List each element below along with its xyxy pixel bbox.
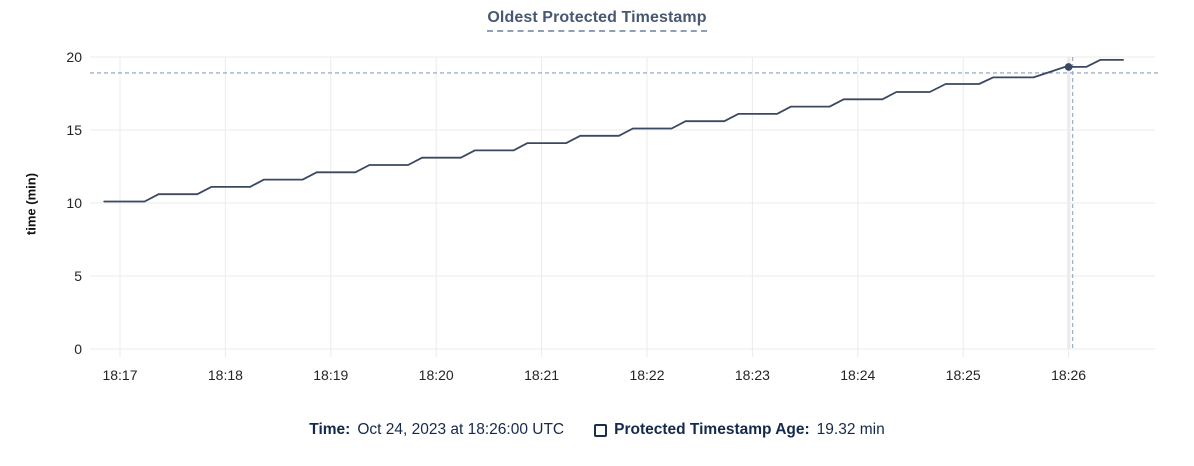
x-tick-label: 18:19	[313, 367, 348, 383]
series-checkbox[interactable]	[594, 423, 608, 437]
y-tick-label: 10	[66, 195, 82, 211]
x-tick-label: 18:20	[419, 367, 454, 383]
series-label: Protected Timestamp Age:	[614, 421, 810, 438]
x-tick-label: 18:25	[946, 367, 981, 383]
x-tick-label: 18:22	[629, 367, 664, 383]
x-tick-label: 18:21	[524, 367, 559, 383]
hover-point-dot	[1064, 63, 1073, 71]
y-tick-label: 5	[74, 268, 82, 284]
x-tick-label: 18:26	[1051, 367, 1086, 383]
x-tick-label: 18:24	[840, 367, 875, 383]
y-axis-title: time (min)	[23, 172, 39, 236]
x-tick-label: 18:17	[102, 367, 137, 383]
y-tick-label: 15	[66, 122, 82, 138]
line-chart-plot-area[interactable]: 0 5 10 15 20 18:17 18:18 18:19 18:20 18:21 18:22 18…	[0, 0, 1194, 404]
protected-timestamp-age-line	[103, 59, 1124, 203]
time-value: Oct 24, 2023 at 18:26:00 UTC	[357, 421, 565, 438]
x-tick-label: 18:18	[208, 367, 243, 383]
hover-guideline-band	[1067, 57, 1071, 349]
chart-title-row: Oldest Protected Timestamp	[0, 9, 1194, 32]
y-tick-label: 0	[74, 341, 82, 357]
x-tick-label: 18:23	[735, 367, 770, 383]
chart-hover-legend: Time: Oct 24, 2023 at 18:26:00 UTC Prote…	[0, 421, 1194, 439]
y-tick-label: 20	[66, 49, 82, 65]
time-label: Time:	[309, 421, 351, 438]
series-value: 19.32 min	[816, 421, 885, 438]
chart-title[interactable]: Oldest Protected Timestamp	[487, 9, 707, 32]
